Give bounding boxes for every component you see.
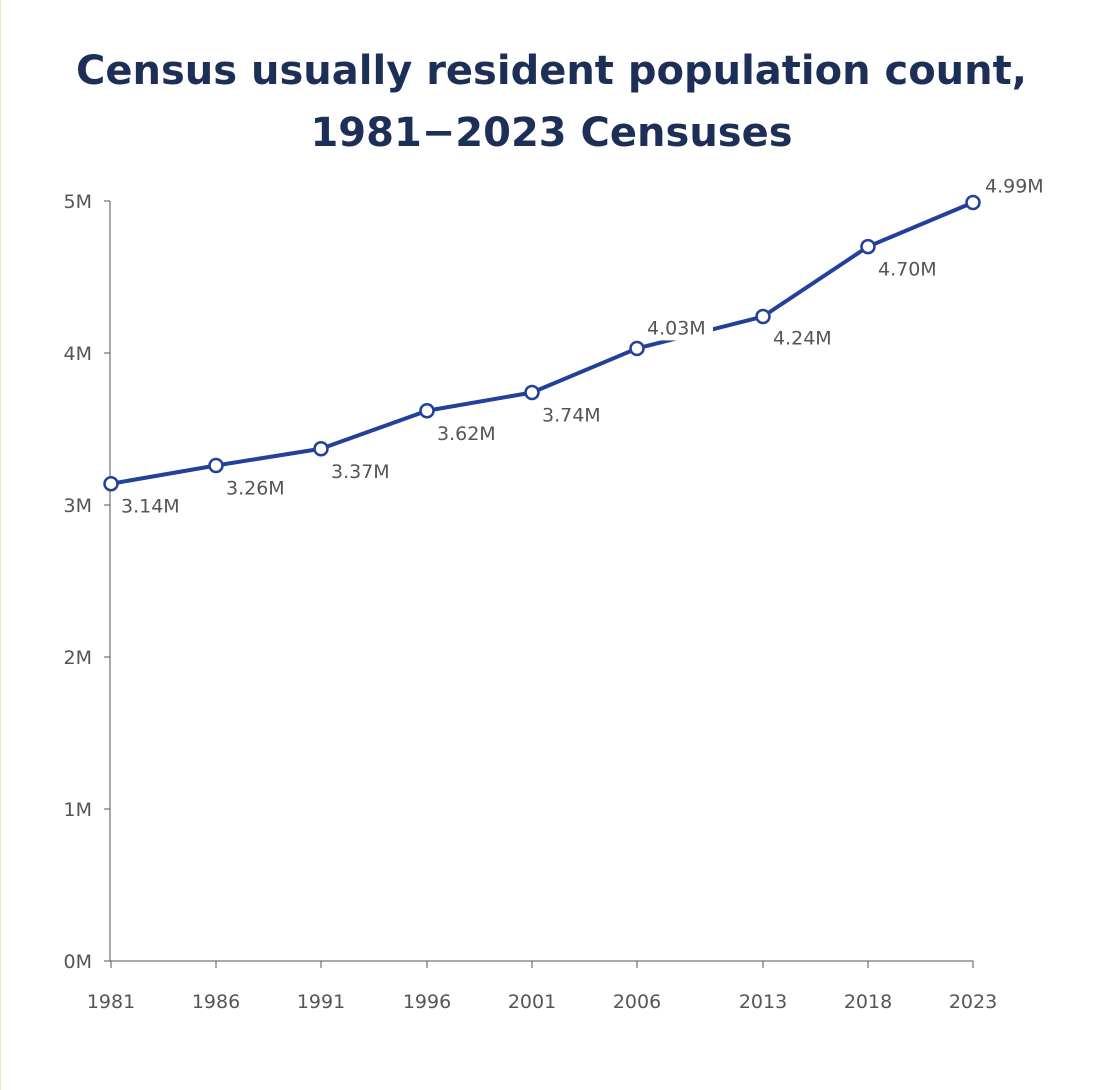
y-tick-label: 3M	[64, 495, 92, 517]
data-point	[965, 194, 981, 211]
page-left-rule	[0, 0, 1, 1090]
x-tick-label: 2006	[613, 991, 661, 1013]
chart-title-line-1: Census usually resident population count…	[76, 48, 1027, 94]
data-label: 4.03M	[647, 317, 706, 339]
data-label: 3.74M	[542, 405, 601, 427]
data-point	[860, 238, 876, 255]
y-tick-label: 4M	[64, 343, 92, 365]
x-tick-label: 1986	[192, 991, 240, 1013]
y-tick-label: 5M	[64, 191, 92, 213]
y-tick-label: 2M	[64, 647, 92, 669]
data-point	[103, 475, 119, 492]
data-label: 4.24M	[773, 328, 832, 350]
x-tick-label: 1981	[87, 991, 135, 1013]
x-tick-label: 1996	[403, 991, 451, 1013]
data-label: 3.62M	[437, 423, 496, 445]
chart-title: Census usually resident population count…	[0, 40, 1103, 164]
data-label: 3.14M	[121, 496, 180, 518]
series-line	[109, 200, 975, 486]
chart-title-line-2: 1981−2023 Censuses	[310, 110, 793, 156]
y-tick-label: 1M	[64, 799, 92, 821]
data-label: 4.99M	[985, 176, 1044, 198]
x-tick-label: 2001	[508, 991, 556, 1013]
x-tick-label: 1991	[297, 991, 345, 1013]
x-tick-label: 2013	[739, 991, 787, 1013]
data-point	[755, 308, 771, 325]
x-tick-label: 2023	[949, 991, 997, 1013]
data-label: 3.26M	[226, 477, 285, 499]
data-label-backing	[645, 316, 713, 341]
data-label: 3.37M	[331, 461, 390, 483]
data-point	[208, 457, 224, 474]
data-point	[524, 384, 540, 401]
x-tick-label: 2018	[844, 991, 892, 1013]
data-point	[313, 441, 329, 457]
data-point	[629, 340, 645, 357]
y-tick-label: 0M	[64, 951, 92, 973]
data-point	[419, 403, 435, 419]
data-label: 4.70M	[878, 259, 937, 281]
